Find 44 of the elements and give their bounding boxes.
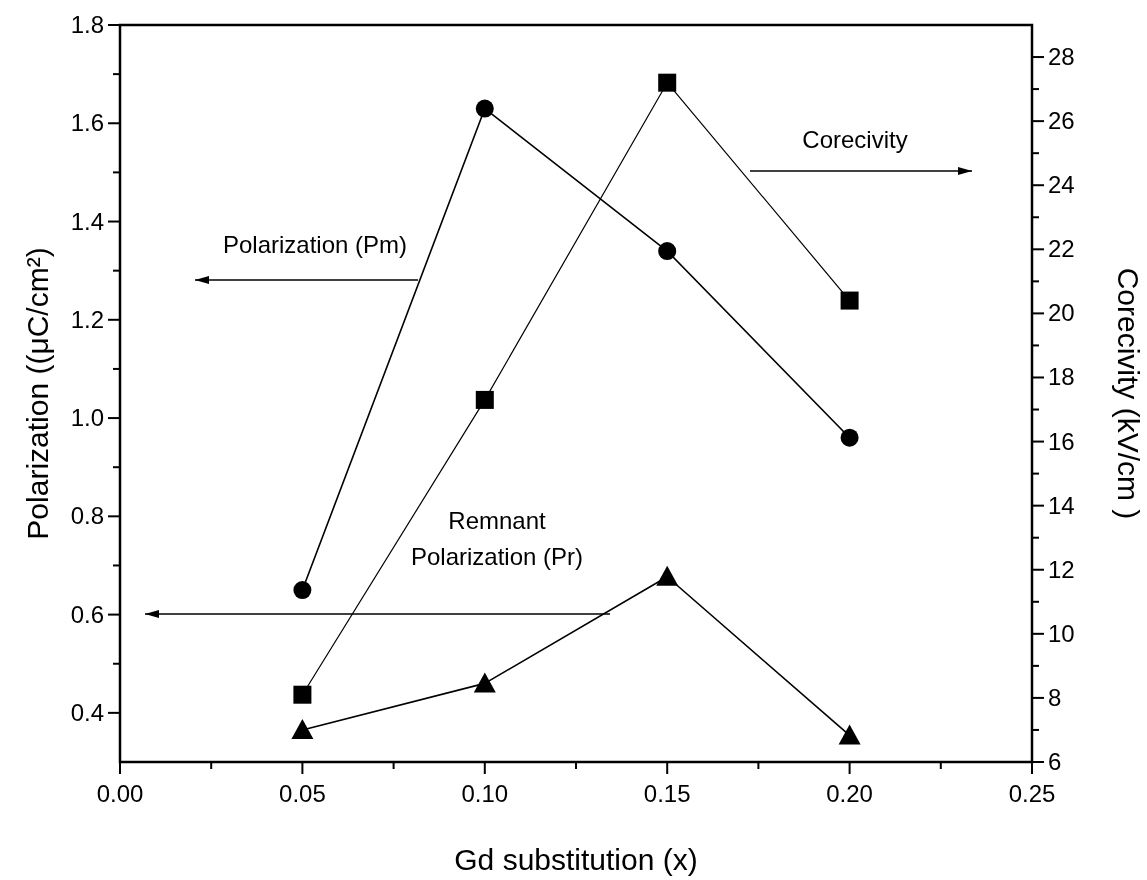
y-tick-label: 1.4 — [70, 207, 104, 235]
x-tick-label: 0.25 — [1008, 780, 1056, 807]
x-tick-label: 0.10 — [461, 780, 509, 807]
x-axis-title: Gd substitution (x) — [454, 843, 698, 876]
point — [658, 73, 677, 92]
y-axis-title: Polarization ((μC/cm²) — [21, 247, 54, 540]
point — [840, 291, 859, 310]
y2-tick-label: 10 — [1048, 619, 1075, 647]
point — [475, 390, 494, 409]
x-tick-label: 0.15 — [643, 780, 691, 807]
y2-tick-label: 20 — [1048, 299, 1075, 327]
y2-tick-label: 8 — [1048, 683, 1062, 711]
point — [658, 242, 677, 261]
point — [291, 719, 314, 740]
y-tick-label: 1.0 — [70, 404, 104, 432]
point — [293, 685, 312, 704]
y-tick-label: 1.8 — [70, 11, 104, 38]
point — [475, 99, 494, 118]
point — [840, 428, 859, 447]
point — [473, 672, 496, 693]
y2-tick-label: 12 — [1048, 555, 1075, 583]
y2-tick-label: 26 — [1048, 107, 1075, 135]
y-tick-label: 0.8 — [70, 502, 104, 530]
point — [656, 565, 679, 586]
y2-tick-label: 6 — [1048, 748, 1062, 775]
y2-axis-title: Corecivity (kV/cm ) — [1112, 267, 1145, 520]
point — [293, 581, 312, 600]
y-tick-label: 1.2 — [70, 305, 104, 333]
y2-tick-label: 22 — [1048, 235, 1075, 263]
y2-tick-label: 24 — [1048, 171, 1075, 199]
x-tick-label: 0.05 — [279, 780, 326, 807]
annotation: Polarization (Pm) — [222, 231, 408, 258]
x-tick-label: 0.00 — [96, 780, 144, 807]
y2-tick-label: 28 — [1048, 43, 1075, 71]
y-tick-label: 0.4 — [70, 698, 104, 726]
y2-tick-label: 14 — [1048, 491, 1075, 519]
y2-tick-label: 18 — [1048, 363, 1075, 391]
x-tick-label: 0.20 — [826, 780, 873, 807]
y-tick-label: 0.6 — [70, 600, 104, 628]
y-tick-label: 1.6 — [70, 109, 104, 137]
annotation: Remnant Polarization (Pr) — [410, 507, 584, 570]
point — [838, 724, 861, 745]
y2-tick-label: 16 — [1048, 427, 1075, 455]
annotation: Corecivity — [802, 126, 908, 153]
